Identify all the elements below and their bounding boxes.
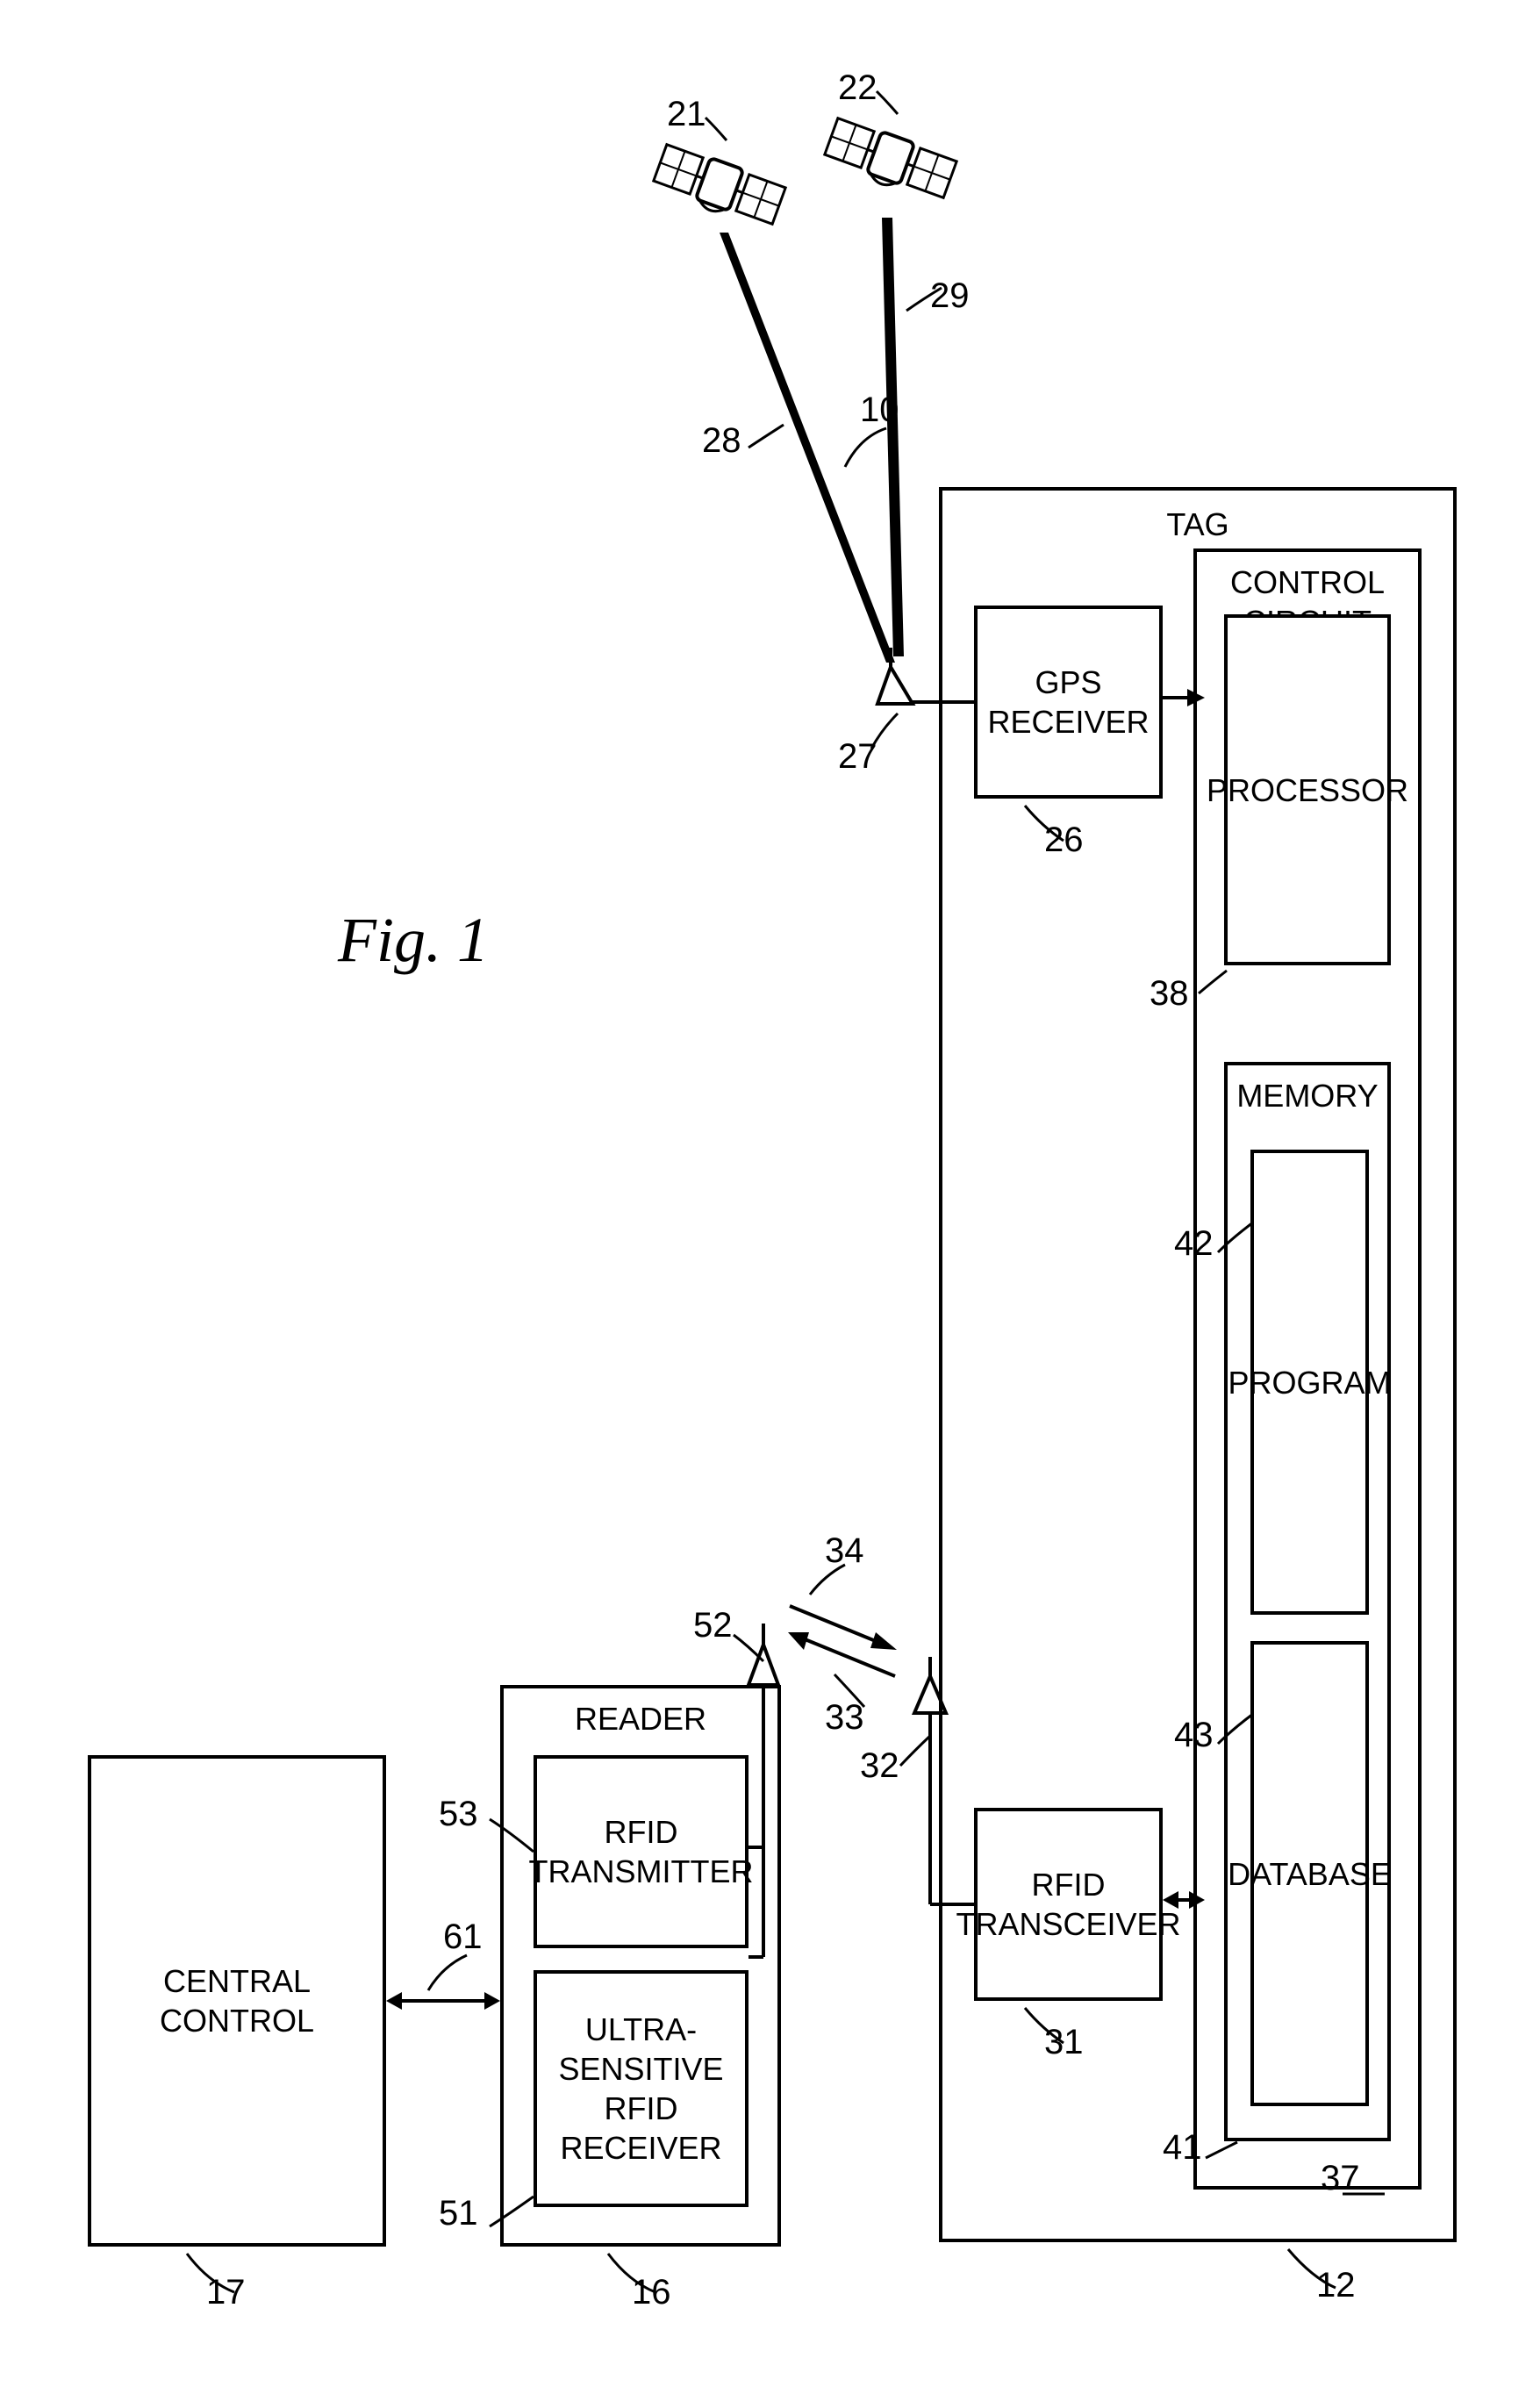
database-box: DATABASE [1250,1641,1369,2106]
leader-51 [483,2190,544,2238]
ref-reader-antenna: 52 [693,1606,733,1645]
leader-26 [1018,799,1071,847]
leader-52 [728,1628,772,1667]
ref-ultra-receiver: 51 [439,2194,478,2233]
central-control-box: CENTRAL CONTROL [88,1755,386,2247]
leader-61 [421,1948,474,1996]
arrow-rfid-to-cc [1163,1882,1207,1917]
leader-34 [803,1558,851,1602]
leader-28 [741,419,790,455]
ref-signal-28: 28 [702,421,741,461]
leader-53 [483,1812,544,1860]
leader-21 [700,112,735,147]
leader-38 [1192,965,1236,1000]
leader-12 [1281,2242,1351,2295]
ref-rfid-transmitter: 53 [439,1795,478,1834]
leader-17 [180,2247,250,2299]
processor-label: PROCESSOR [1207,771,1408,810]
leader-16 [601,2247,671,2299]
gps-receiver-label: GPS RECEIVER [987,663,1149,742]
rfid-transmitter-label: RFID TRANSMITTER [529,1812,754,1891]
ultra-receiver-label: ULTRA- SENSITIVE RFID RECEIVER [558,2010,723,2168]
gps-receiver-box: GPS RECEIVER [974,606,1163,799]
memory-title: MEMORY [1228,1076,1387,1115]
processor-box: PROCESSOR [1224,614,1391,965]
ref-tag-rfid-antenna: 32 [860,1746,899,1786]
ref-processor: 38 [1150,974,1189,1014]
leader-42 [1211,1215,1259,1259]
leader-32 [895,1729,939,1768]
central-control-label: CENTRAL CONTROL [160,1961,314,2040]
leader-37 [1343,2185,1395,2203]
rfid-transceiver-box: RFID TRANSCEIVER [974,1808,1163,2001]
ref-database: 43 [1174,1716,1214,1755]
reader-title: READER [504,1699,777,1738]
program-box: PROGRAM [1250,1150,1369,1615]
leader-33 [829,1667,877,1711]
leader-41 [1200,2137,1244,2163]
figure-title: Fig. 1 [338,904,489,977]
leader-31 [1018,2001,1071,2049]
tag-rfid-antenna [895,1650,983,1913]
figure-canvas: Fig. 1 10 CENTRAL CONTROL 17 61 READER 1… [0,0,1540,2387]
ultra-receiver-box: ULTRA- SENSITIVE RFID RECEIVER [534,1970,749,2207]
leader-27 [864,706,908,755]
rfid-transceiver-label: RFID TRANSCEIVER [956,1865,1180,1944]
tag-title: TAG [942,505,1453,544]
leader-43 [1211,1707,1259,1751]
leader-29 [899,281,948,316]
program-label: PROGRAM [1228,1363,1392,1402]
arrow-gps-to-cc [1163,680,1207,715]
ref-memory: 41 [1163,2128,1202,2168]
leader-22 [871,86,906,121]
ref-program: 42 [1174,1224,1214,1264]
database-label: DATABASE [1228,1854,1392,1894]
rfid-transmitter-box: RFID TRANSMITTER [534,1755,749,1948]
